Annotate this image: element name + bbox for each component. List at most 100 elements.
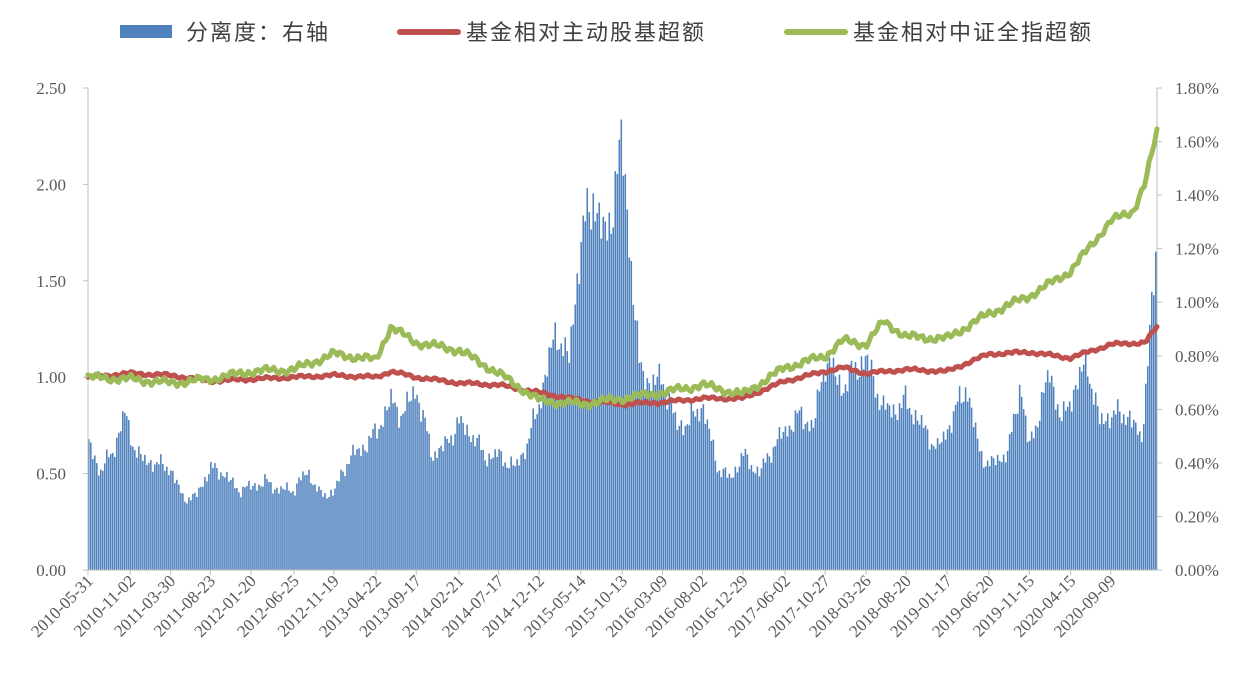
separation-bar xyxy=(574,304,577,570)
separation-bar xyxy=(446,438,448,570)
legend-label: 分离度：右轴 xyxy=(186,21,330,46)
separation-bar xyxy=(270,482,272,570)
separation-bar xyxy=(546,376,548,570)
separation-bar xyxy=(506,467,508,570)
separation-bar xyxy=(98,475,100,570)
separation-bar xyxy=(876,393,879,570)
separation-bar xyxy=(146,464,148,570)
separation-bar xyxy=(1008,434,1011,570)
separation-bar xyxy=(152,471,154,570)
separation-bar xyxy=(556,350,558,570)
separation-bar xyxy=(192,493,194,570)
separation-bar xyxy=(342,471,344,570)
separation-bar xyxy=(882,395,885,570)
separation-bar xyxy=(490,459,492,570)
separation-bar xyxy=(242,486,244,570)
separation-bar xyxy=(1106,413,1109,570)
separation-bar xyxy=(460,416,462,570)
separation-bar xyxy=(262,486,264,570)
separation-bar xyxy=(810,419,813,570)
separation-bar xyxy=(1096,406,1099,570)
right-axis-ticks: 0.00% 0.20% 0.40% 0.60% 0.80% 1.00% 1.20% 1.40%… xyxy=(1157,79,1219,580)
separation-bar xyxy=(1020,396,1023,570)
separation-bar xyxy=(856,379,859,570)
separation-bar xyxy=(958,386,961,570)
separation-bar xyxy=(366,452,368,570)
separation-bar xyxy=(256,490,258,570)
x-axis-ticks: 2010-05-312010-11-022011-03-302011-08-23… xyxy=(27,570,1120,641)
separation-bar xyxy=(558,349,560,570)
separation-bar xyxy=(836,384,839,570)
separation-bar xyxy=(634,320,637,570)
separation-bar xyxy=(218,479,220,570)
separation-bar xyxy=(494,449,496,570)
separation-bar xyxy=(500,451,502,570)
separation-bar xyxy=(864,356,867,570)
separation-bar xyxy=(404,411,406,570)
separation-bar xyxy=(1132,419,1135,570)
separation-bar xyxy=(616,173,619,570)
separation-bar xyxy=(830,369,833,570)
separation-bar xyxy=(640,362,643,570)
separation-bar xyxy=(858,376,861,570)
separation-bar xyxy=(436,457,438,570)
separation-bar xyxy=(1092,404,1095,570)
right-tick-label: 0.40% xyxy=(1175,454,1219,473)
separation-bar xyxy=(532,408,534,570)
separation-bar xyxy=(746,454,749,570)
separation-bar xyxy=(838,374,841,570)
separation-bar xyxy=(346,463,348,570)
separation-bar xyxy=(898,403,901,570)
separation-bar xyxy=(496,456,498,570)
separation-bar xyxy=(834,376,837,570)
separation-bar xyxy=(452,445,454,570)
separation-bar xyxy=(770,462,773,570)
separation-bar xyxy=(952,411,955,570)
separation-bar xyxy=(326,498,328,570)
separation-bar xyxy=(150,459,152,570)
separation-bar xyxy=(980,450,983,570)
separation-bar xyxy=(308,469,310,570)
separation-bar xyxy=(920,415,923,570)
series-line-csi-all-excess xyxy=(85,126,1160,411)
separation-bar xyxy=(294,495,296,570)
separation-bar xyxy=(450,435,452,570)
separation-bar xyxy=(710,440,713,570)
separation-bar xyxy=(722,468,725,570)
separation-bar xyxy=(726,477,729,570)
separation-bar xyxy=(942,431,945,570)
separation-bar xyxy=(1026,442,1029,570)
separation-bar xyxy=(210,462,212,570)
separation-bar xyxy=(430,457,432,570)
right-tick-label: 1.40% xyxy=(1175,186,1219,205)
separation-bar xyxy=(666,409,669,570)
separation-bar xyxy=(116,437,118,570)
right-tick-label: 1.00% xyxy=(1175,293,1219,312)
separation-bar xyxy=(928,449,931,570)
separation-bar xyxy=(718,470,721,570)
separation-bar xyxy=(382,426,384,570)
separation-bar xyxy=(1128,410,1131,570)
separation-bar xyxy=(676,429,679,570)
separation-bar xyxy=(456,417,458,570)
separation-bar xyxy=(1022,409,1025,570)
separation-bar xyxy=(878,410,881,570)
separation-bar xyxy=(608,212,611,570)
separation-bar xyxy=(220,472,222,570)
separation-bar xyxy=(852,372,855,570)
separation-bar xyxy=(434,451,436,570)
separation-bar xyxy=(698,421,701,570)
separation-bar xyxy=(1136,434,1139,570)
separation-bar xyxy=(654,384,657,570)
separation-bar xyxy=(102,470,104,570)
legend-swatch-bar xyxy=(120,25,172,38)
separation-bar xyxy=(1122,414,1125,570)
separation-bar xyxy=(530,428,532,570)
separation-bar xyxy=(1134,422,1137,570)
separation-bar xyxy=(1118,411,1121,570)
separation-bar xyxy=(782,431,785,570)
separation-bar xyxy=(934,448,937,570)
separation-bar xyxy=(808,431,811,570)
separation-bar xyxy=(678,425,681,570)
separation-bar xyxy=(1014,413,1017,570)
